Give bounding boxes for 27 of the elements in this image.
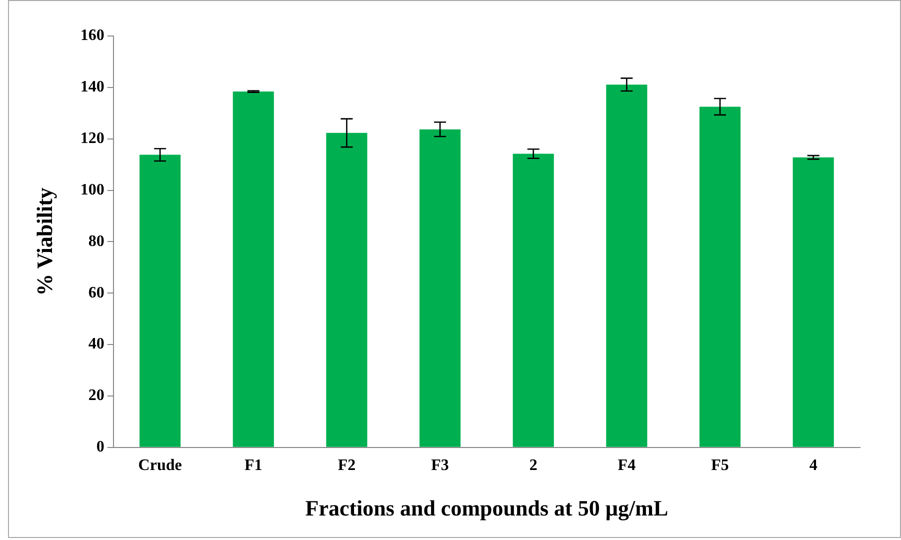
x-tick-label: 2 — [529, 457, 538, 474]
y-tick-label: 120 — [80, 130, 104, 147]
y-tick-label: 80 — [88, 232, 104, 250]
bar — [420, 129, 461, 447]
x-tick-label: 4 — [809, 457, 818, 474]
x-tick-label: Crude — [138, 457, 182, 474]
y-tick-label: 20 — [88, 387, 104, 404]
y-axis-title: % Viability — [32, 188, 57, 296]
x-axis-title: Fractions and compounds at 50 µg/mL — [305, 495, 668, 520]
x-tick-label: F5 — [711, 457, 729, 474]
bar — [140, 154, 181, 447]
y-tick-label: 40 — [88, 336, 104, 353]
bar — [792, 157, 834, 447]
x-tick-label: F2 — [338, 457, 356, 474]
bar — [606, 84, 648, 447]
x-tick-label: F4 — [618, 457, 636, 474]
y-tick-label: 140 — [80, 78, 104, 96]
y-tick-label: 60 — [88, 284, 104, 302]
bar — [326, 132, 368, 447]
bar — [512, 154, 554, 447]
bar — [699, 106, 741, 447]
x-tick-label: F3 — [431, 457, 449, 474]
x-tick-label: F1 — [244, 457, 262, 474]
bar — [232, 92, 274, 447]
y-tick-label: 0 — [96, 438, 104, 456]
y-tick-label: 160 — [80, 27, 104, 44]
y-tick-label: 100 — [80, 181, 104, 198]
